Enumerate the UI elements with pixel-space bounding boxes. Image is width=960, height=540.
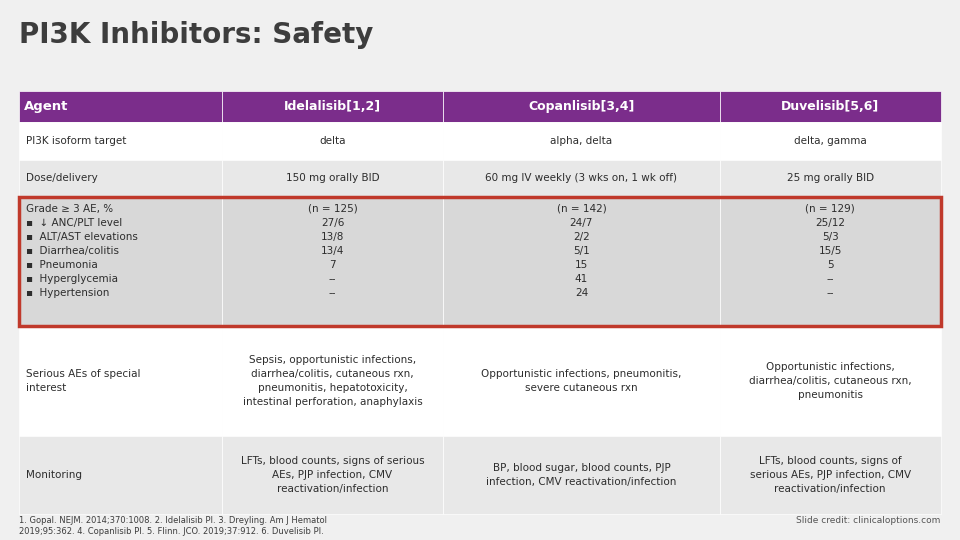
Bar	[444, 436, 720, 514]
Bar	[19, 436, 222, 514]
Bar	[222, 91, 444, 122]
Text: 25 mg orally BID: 25 mg orally BID	[786, 173, 874, 184]
Text: LFTs, blood counts, signs of
serious AEs, PJP infection, CMV
reactivation/infect: LFTs, blood counts, signs of serious AEs…	[750, 456, 911, 494]
Bar	[720, 122, 941, 160]
Bar	[444, 122, 720, 160]
Bar	[19, 122, 222, 160]
Bar	[19, 197, 222, 326]
Text: (n = 125)
27/6
13/8
13/4
7
--
--: (n = 125) 27/6 13/8 13/4 7 -- --	[307, 204, 357, 298]
Text: Copanlisib[3,4]: Copanlisib[3,4]	[528, 100, 635, 113]
Text: Duvelisib[5,6]: Duvelisib[5,6]	[781, 100, 879, 113]
Text: Grade ≥ 3 AE, %
▪  ↓ ANC/PLT level
▪  ALT/AST elevations
▪  Diarrhea/colitis
▪  : Grade ≥ 3 AE, % ▪ ↓ ANC/PLT level ▪ ALT/…	[26, 204, 138, 298]
Text: PI3K Inhibitors: Safety: PI3K Inhibitors: Safety	[19, 22, 373, 49]
Bar	[720, 326, 941, 436]
Bar	[19, 326, 222, 436]
Bar	[720, 436, 941, 514]
Text: Monitoring: Monitoring	[26, 470, 82, 480]
Text: delta: delta	[320, 136, 346, 146]
Text: alpha, delta: alpha, delta	[550, 136, 612, 146]
Text: Opportunistic infections,
diarrhea/colitis, cutaneous rxn,
pneumonitis: Opportunistic infections, diarrhea/colit…	[749, 362, 912, 400]
Bar	[222, 122, 444, 160]
Text: PI3K isoform target: PI3K isoform target	[26, 136, 127, 146]
Text: Dose/delivery: Dose/delivery	[26, 173, 98, 184]
Bar	[222, 160, 444, 197]
Text: Sepsis, opportunistic infections,
diarrhea/colitis, cutaneous rxn,
pneumonitis, : Sepsis, opportunistic infections, diarrh…	[243, 355, 422, 407]
Bar	[444, 326, 720, 436]
Text: Opportunistic infections, pneumonitis,
severe cutaneous rxn: Opportunistic infections, pneumonitis, s…	[481, 369, 682, 393]
Bar	[444, 91, 720, 122]
Text: 1. Gopal. NEJM. 2014;370:1008. 2. Idelalisib PI. 3. Dreyling. Am J Hematol
2019;: 1. Gopal. NEJM. 2014;370:1008. 2. Idelal…	[19, 516, 327, 536]
Bar	[444, 197, 720, 326]
Text: delta, gamma: delta, gamma	[794, 136, 867, 146]
Text: BP, blood sugar, blood counts, PJP
infection, CMV reactivation/infection: BP, blood sugar, blood counts, PJP infec…	[486, 463, 677, 487]
Bar	[720, 197, 941, 326]
Text: (n = 142)
24/7
2/2
5/1
15
41
24: (n = 142) 24/7 2/2 5/1 15 41 24	[557, 204, 607, 298]
Bar	[720, 160, 941, 197]
Bar	[222, 197, 444, 326]
Text: Slide credit: clinicaloptions.com: Slide credit: clinicaloptions.com	[797, 516, 941, 525]
Bar	[444, 160, 720, 197]
Bar	[19, 91, 222, 122]
Bar	[720, 91, 941, 122]
Text: 60 mg IV weekly (3 wks on, 1 wk off): 60 mg IV weekly (3 wks on, 1 wk off)	[486, 173, 678, 184]
Bar	[19, 160, 222, 197]
Bar	[222, 436, 444, 514]
Text: Serious AEs of special
interest: Serious AEs of special interest	[26, 369, 140, 393]
Bar	[222, 326, 444, 436]
Text: LFTs, blood counts, signs of serious
AEs, PJP infection, CMV
reactivation/infect: LFTs, blood counts, signs of serious AEs…	[241, 456, 424, 494]
Text: Idelalisib[1,2]: Idelalisib[1,2]	[284, 100, 381, 113]
Text: (n = 129)
25/12
5/3
15/5
5
--
--: (n = 129) 25/12 5/3 15/5 5 -- --	[805, 204, 855, 298]
Text: Agent: Agent	[24, 100, 68, 113]
Text: 150 mg orally BID: 150 mg orally BID	[286, 173, 379, 184]
